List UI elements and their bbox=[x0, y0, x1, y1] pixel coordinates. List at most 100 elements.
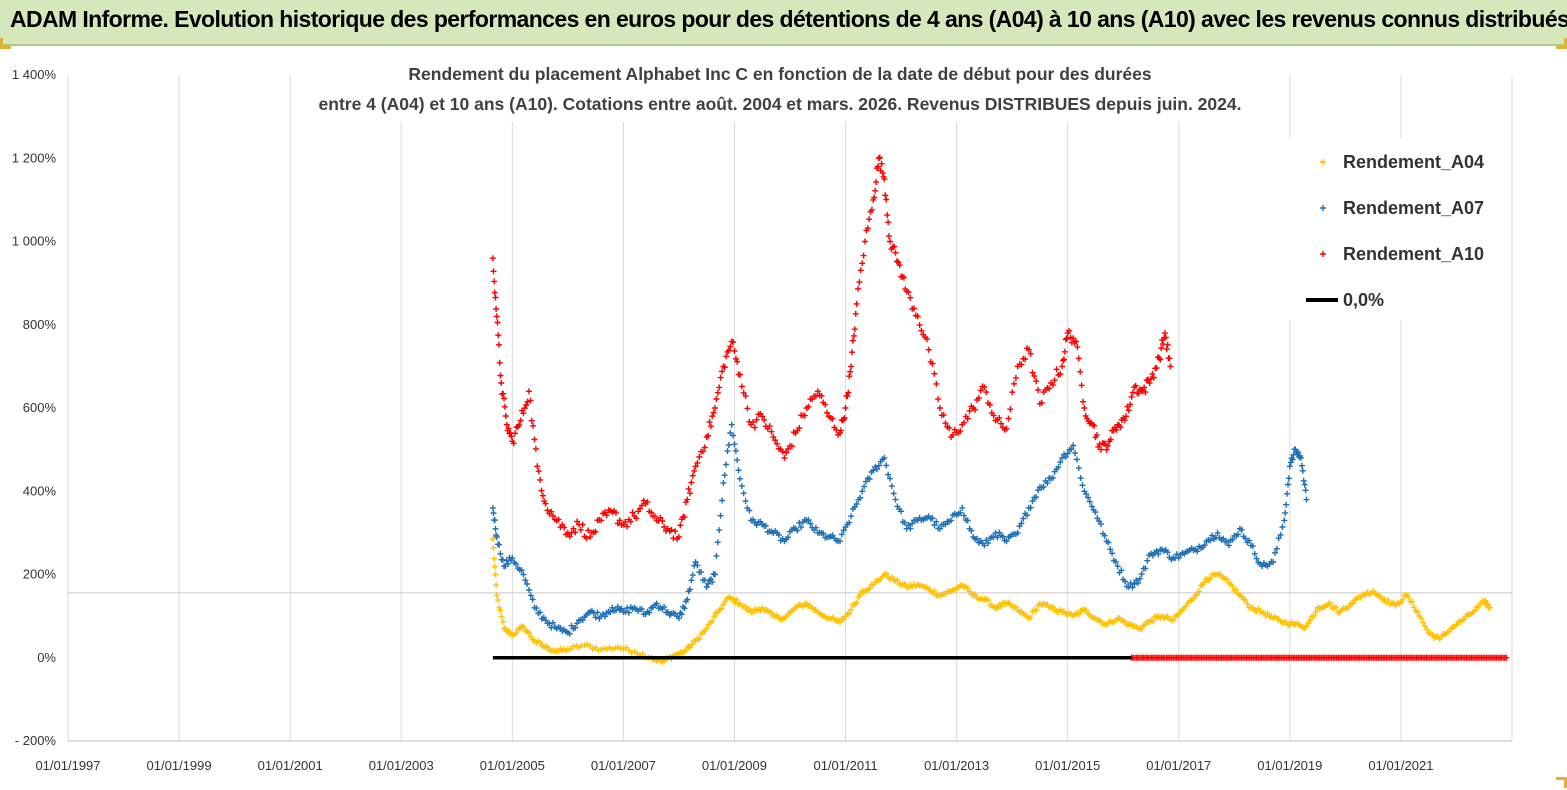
data-point bbox=[491, 563, 498, 570]
data-point bbox=[875, 462, 882, 469]
data-point bbox=[1003, 425, 1010, 432]
data-point bbox=[750, 609, 756, 616]
data-point bbox=[1057, 371, 1064, 377]
data-point bbox=[737, 475, 743, 482]
data-point bbox=[753, 416, 760, 423]
data-point bbox=[542, 500, 549, 507]
data-point bbox=[1073, 338, 1079, 345]
data-point bbox=[742, 603, 749, 610]
data-point bbox=[1207, 537, 1214, 544]
x-tick-label: 01/01/1999 bbox=[147, 758, 212, 773]
data-point bbox=[497, 550, 504, 557]
data-point bbox=[1284, 490, 1291, 497]
data-point bbox=[931, 370, 938, 377]
data-point bbox=[603, 512, 610, 519]
data-point bbox=[683, 646, 690, 653]
data-point bbox=[868, 206, 875, 213]
data-point bbox=[1117, 424, 1124, 431]
data-point bbox=[618, 605, 625, 612]
data-point bbox=[801, 412, 808, 419]
data-point bbox=[1475, 603, 1482, 610]
x-tick-label: 01/01/2007 bbox=[591, 758, 656, 773]
data-point bbox=[492, 294, 499, 301]
data-point bbox=[1109, 550, 1116, 557]
data-point bbox=[879, 169, 886, 176]
data-point bbox=[1059, 363, 1066, 370]
data-point bbox=[497, 372, 504, 379]
data-point bbox=[688, 641, 695, 648]
data-point bbox=[1121, 417, 1128, 424]
data-point bbox=[544, 507, 551, 514]
data-point bbox=[1074, 344, 1081, 351]
data-point bbox=[491, 555, 498, 562]
data-point bbox=[489, 504, 496, 511]
data-point bbox=[1053, 366, 1060, 373]
data-point bbox=[983, 389, 990, 396]
data-point bbox=[730, 432, 737, 439]
data-point bbox=[1107, 546, 1114, 553]
data-point bbox=[959, 504, 966, 511]
data-point bbox=[850, 332, 857, 339]
data-point bbox=[1333, 604, 1340, 611]
data-point bbox=[1007, 406, 1014, 413]
data-point bbox=[1229, 583, 1236, 590]
data-point bbox=[494, 319, 501, 326]
data-point bbox=[727, 343, 734, 350]
data-point bbox=[807, 520, 814, 527]
y-tick-label: - 200% bbox=[15, 733, 57, 748]
data-point bbox=[905, 289, 912, 296]
data-point bbox=[937, 405, 943, 411]
data-point bbox=[1220, 535, 1227, 542]
data-point bbox=[492, 525, 499, 532]
data-point bbox=[526, 629, 532, 636]
data-point bbox=[855, 285, 861, 292]
data-point bbox=[653, 600, 660, 607]
data-point bbox=[1093, 432, 1100, 439]
data-point bbox=[516, 421, 523, 428]
legend-box bbox=[1278, 138, 1510, 320]
data-point bbox=[873, 179, 880, 186]
data-point bbox=[709, 413, 716, 420]
data-point bbox=[625, 609, 632, 616]
data-point bbox=[985, 597, 992, 604]
data-point bbox=[820, 530, 827, 537]
data-point bbox=[1153, 548, 1160, 554]
data-point bbox=[698, 569, 705, 576]
data-point bbox=[972, 406, 979, 413]
data-point bbox=[1194, 591, 1201, 598]
data-point bbox=[846, 373, 853, 380]
data-point bbox=[1235, 531, 1241, 538]
data-point bbox=[581, 642, 588, 649]
data-point bbox=[1127, 580, 1134, 587]
data-point bbox=[783, 449, 790, 456]
data-point bbox=[1283, 618, 1290, 625]
data-point bbox=[829, 415, 836, 422]
data-point bbox=[916, 322, 923, 329]
chart-legend: Rendement_A04 Rendement_A07 Rendement_A10 0… bbox=[1278, 138, 1510, 320]
data-point bbox=[1163, 346, 1170, 353]
data-point bbox=[1242, 535, 1249, 542]
x-tick-label: 01/01/2015 bbox=[1035, 758, 1100, 773]
data-point bbox=[721, 472, 728, 479]
data-point bbox=[1103, 446, 1110, 453]
data-point bbox=[1429, 631, 1436, 638]
data-point bbox=[1149, 370, 1156, 377]
data-point bbox=[888, 574, 895, 581]
data-point bbox=[883, 462, 890, 469]
data-point bbox=[734, 457, 741, 464]
data-point bbox=[738, 483, 745, 490]
data-point bbox=[520, 410, 527, 417]
data-point bbox=[718, 605, 725, 612]
banner-title: ADAM Informe. Evolution historique des p… bbox=[10, 6, 1567, 32]
data-point bbox=[1303, 623, 1310, 630]
data-point bbox=[862, 478, 869, 485]
data-point bbox=[861, 483, 868, 490]
data-point bbox=[601, 613, 608, 620]
data-point bbox=[521, 405, 528, 412]
data-point bbox=[1273, 545, 1280, 552]
data-point bbox=[870, 467, 877, 474]
data-point bbox=[509, 554, 516, 561]
data-point bbox=[592, 614, 599, 621]
data-point bbox=[750, 516, 756, 523]
data-point bbox=[707, 423, 714, 430]
